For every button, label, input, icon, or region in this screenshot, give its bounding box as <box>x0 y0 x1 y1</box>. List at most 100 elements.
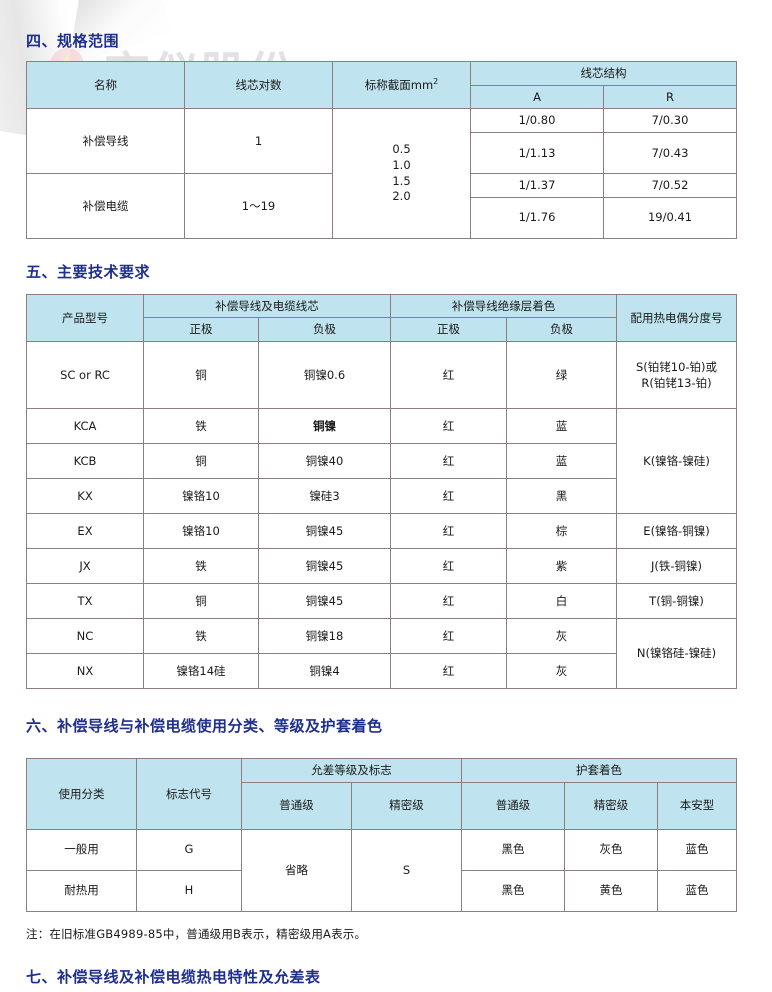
cell-pos-6: 铜 <box>143 583 259 620</box>
spec-range-table: 名称 线芯对数 标称截面mm2 线芯结构 A R 补偿导线 1 0.5 1.0 … <box>26 60 737 239</box>
th-structure-a: A <box>470 84 604 110</box>
cell-insneg-3: 黑 <box>506 478 617 515</box>
cell-pairs-1: 1～19 <box>184 173 333 239</box>
cell-thermo-0: S(铂铑10-铂)或 R(铂铑13-铂) <box>616 341 737 410</box>
th-sheath-ordinary: 普通级 <box>461 781 565 830</box>
technical-requirements-table: 产品型号 补偿导线及电缆线芯 补偿导线绝缘层着色 配用热电偶分度号 正极 负极 … <box>26 293 737 690</box>
cell-structure-a-3: 1/1.76 <box>470 196 604 239</box>
cell-pos-5: 铁 <box>143 548 259 585</box>
table-row: 补偿电缆 1～19 1/1.37 7/0.52 <box>26 173 737 239</box>
cell-usage-1: 耐热用 <box>26 869 137 912</box>
cell-structure-a-0: 1/0.80 <box>470 108 604 134</box>
th-core-structure: 线芯结构 <box>470 61 737 86</box>
table-note: 注：在旧标准GB4989-85中，普通级用B表示，精密级用A表示。 <box>26 926 367 941</box>
section-heading-seven: 七、补偿导线及补偿电缆热电特性及允差表 <box>26 967 321 986</box>
table-row: EX 镍铬10 铜镍45 红 棕 E(镍铬-铜镍) <box>26 513 737 550</box>
cell-structure-r-0: 7/0.30 <box>603 108 737 134</box>
th-mark-code: 标志代号 <box>136 758 242 830</box>
th-thermocouple-code: 配用热电偶分度号 <box>616 293 737 343</box>
th-core-positive: 正极 <box>143 317 259 343</box>
th-tol-precision: 精密级 <box>351 781 462 830</box>
th-insulation-color: 补偿导线绝缘层着色 <box>390 293 617 319</box>
classification-grade-sheath-table: 使用分类 标志代号 允差等级及标志 护套着色 普通级 精密级 普通级 精密级 本… <box>26 758 737 912</box>
th-pairs: 线芯对数 <box>184 60 333 110</box>
section-heading-six: 六、补偿导线与补偿电缆使用分类、等级及护套着色 <box>26 717 383 736</box>
cell-model-5: JX <box>26 548 144 585</box>
th-name: 名称 <box>26 60 185 110</box>
th-intrinsic-safe: 本安型 <box>657 781 737 830</box>
cell-usage-0: 一般用 <box>26 828 137 871</box>
cell-structure-r-3: 19/0.41 <box>603 196 737 239</box>
cell-inspos-5: 红 <box>390 548 507 585</box>
cell-neg-7: 铜镍18 <box>258 618 391 655</box>
cell-neg-0: 铜镍0.6 <box>258 341 391 410</box>
cell-neg-3: 镍硅3 <box>258 478 391 515</box>
cell-model-4: EX <box>26 513 144 550</box>
cell-nominal-sections: 0.5 1.0 1.5 2.0 <box>332 108 471 239</box>
cell-pos-0: 铜 <box>143 341 259 410</box>
cell-inspos-6: 红 <box>390 583 507 620</box>
table-row: 补偿导线 1 0.5 1.0 1.5 2.0 1/0.80 7/0.30 <box>26 108 737 239</box>
cell-name-1: 补偿电缆 <box>26 173 185 239</box>
table-row: 产品型号 补偿导线及电缆线芯 补偿导线绝缘层着色 配用热电偶分度号 <box>26 293 737 343</box>
cell-structure-a-1: 1/1.13 <box>470 132 604 175</box>
cell-inspos-1: 红 <box>390 408 507 445</box>
cell-thermo-2: E(镍铬-铜镍) <box>616 513 737 550</box>
cell-neg-5: 铜镍45 <box>258 548 391 585</box>
table-row: 耐热用 H 黑色 黄色 蓝色 <box>26 869 737 912</box>
cell-neg-8: 铜镍4 <box>258 653 391 690</box>
cell-thermo-1: K(镍铬-镍硅) <box>616 408 737 515</box>
cell-structure-r-1: 7/0.43 <box>603 132 737 175</box>
th-structure-r: R <box>603 84 737 110</box>
cell-insneg-5: 紫 <box>506 548 617 585</box>
cell-code-0: G <box>136 828 242 871</box>
cell-structure-r-2: 7/0.52 <box>603 173 737 198</box>
cell-name-0: 补偿导线 <box>26 108 185 175</box>
cell-pairs-0: 1 <box>184 108 333 175</box>
cell-pos-2: 铜 <box>143 443 259 480</box>
cell-tolerance-ordinary: 省略 <box>241 828 352 912</box>
table-row: A R <box>27 84 737 110</box>
th-core-negative: 负极 <box>258 317 391 343</box>
th-nominal-section-sup: 2 <box>433 77 439 87</box>
cell-model-7: NC <box>26 618 144 655</box>
table-row: SC or RC 铜 铜镍0.6 红 绿 S(铂铑10-铂)或 R(铂铑13-铂… <box>26 341 737 410</box>
th-nominal-section: 标称截面mm2 <box>332 60 471 110</box>
cell-pos-7: 铁 <box>143 618 259 655</box>
cell-model-6: TX <box>26 583 144 620</box>
cell-sheath-pre-0: 灰色 <box>564 828 658 871</box>
table-row: JX 铁 铜镍45 红 紫 J(铁-铜镍) <box>26 548 737 585</box>
cell-insneg-1: 蓝 <box>506 408 617 445</box>
th-nominal-section-text: 标称截面mm <box>364 78 434 93</box>
cell-model-8: NX <box>26 653 144 690</box>
table-row: TX 铜 铜镍45 红 白 T(铜-铜镍) <box>26 583 737 620</box>
cell-model-3: KX <box>26 478 144 515</box>
table-row: 普通级 精密级 普通级 精密级 本安型 <box>27 781 737 830</box>
cell-inspos-3: 红 <box>390 478 507 515</box>
cell-neg-6: 铜镍45 <box>258 583 391 620</box>
cell-structure-a-2: 1/1.37 <box>470 173 604 198</box>
cell-model-1: KCA <box>26 408 144 445</box>
cell-inspos-0: 红 <box>390 341 507 410</box>
cell-thermo-5: N(镍铬硅-镍硅) <box>616 618 737 690</box>
section-heading-four: 四、规格范围 <box>26 32 120 50</box>
th-core-conductor: 补偿导线及电缆线芯 <box>143 293 391 319</box>
table-row: 1/1.13 7/0.43 <box>27 132 737 175</box>
cell-pos-1: 铁 <box>143 408 259 445</box>
cell-sheath-int-1: 蓝色 <box>657 869 737 912</box>
cell-pos-8: 镍铬14硅 <box>143 653 259 690</box>
table-row: NC 铁 铜镍18 红 灰 N(镍铬硅-镍硅) <box>26 618 737 690</box>
cell-insneg-6: 白 <box>506 583 617 620</box>
cell-insneg-7: 灰 <box>506 618 617 655</box>
th-tolerance-grade: 允差等级及标志 <box>241 758 462 783</box>
th-tol-ordinary: 普通级 <box>241 781 352 830</box>
section-heading-five: 五、主要技术要求 <box>26 262 151 281</box>
cell-neg-1: 铜镍 <box>258 408 391 445</box>
table-row: KX 镍铬10 镍硅3 红 黑 <box>26 478 737 515</box>
table-row: 名称 线芯对数 标称截面mm2 线芯结构 <box>26 60 737 110</box>
cell-insneg-8: 灰 <box>506 653 617 690</box>
cell-sheath-int-0: 蓝色 <box>657 828 737 871</box>
cell-code-1: H <box>136 869 242 912</box>
table-row: KCA 铁 铜镍 红 蓝 K(镍铬-镍硅) <box>26 408 737 515</box>
